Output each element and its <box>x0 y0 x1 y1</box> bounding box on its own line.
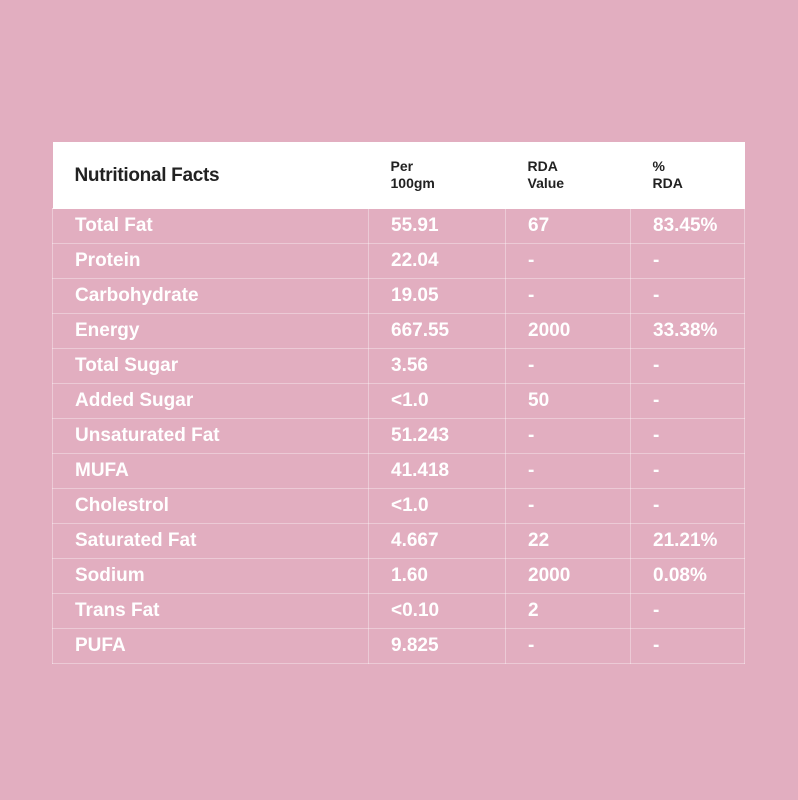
table-row: Sodium 1.60 2000 0.08% <box>52 558 745 594</box>
table-cell: 41.418 <box>368 453 506 489</box>
table-cell: Protein <box>52 243 369 279</box>
table-cell: 19.05 <box>368 278 506 314</box>
table-cell: 33.38% <box>630 313 745 349</box>
header-cell: Nutritional Facts <box>52 142 369 209</box>
table-row: MUFA 41.418- - <box>52 453 745 489</box>
header-text: Value <box>527 175 565 191</box>
table-cell: 0.08% <box>630 558 745 594</box>
table-cell: 2000 <box>505 313 631 349</box>
header-cell: RDA Value <box>505 142 631 209</box>
table-cell: - <box>630 593 745 629</box>
table-cell: Carbohydrate <box>52 278 369 314</box>
table-cell: 83.45% <box>630 208 745 244</box>
table-row: Total Sugar 3.56- - <box>52 348 745 384</box>
table-cell: Energy <box>52 313 369 349</box>
table-cell: Cholestrol <box>52 488 369 524</box>
table-cell: 9.825 <box>368 628 506 664</box>
table-row: Trans Fat <0.10 2- <box>52 593 745 629</box>
table-row: Carbohydrate 19.05- - <box>52 278 745 314</box>
table-row: Saturated Fat 4.667 22 21.21% <box>52 523 745 559</box>
table-cell: - <box>505 453 631 489</box>
table-row: Unsaturated Fat 51.243- - <box>52 418 745 454</box>
table-cell: - <box>505 418 631 454</box>
table-cell: - <box>505 488 631 524</box>
table-cell: 667.55 <box>368 313 506 349</box>
table-row: Protein 22.04- - <box>52 243 745 279</box>
table-cell: - <box>505 348 631 384</box>
table-row: PUFA 9.825- - <box>52 628 745 664</box>
table-cell: Total Fat <box>52 208 369 244</box>
table-cell: Unsaturated Fat <box>52 418 369 454</box>
table-cell: - <box>505 278 631 314</box>
table-cell: - <box>630 278 745 314</box>
header-text: Per <box>390 158 414 174</box>
table-cell: Sodium <box>52 558 369 594</box>
table-cell: Saturated Fat <box>52 523 369 559</box>
table-cell: 51.243 <box>368 418 506 454</box>
table-cell: 22 <box>505 523 631 559</box>
table-cell: PUFA <box>52 628 369 664</box>
table-cell: - <box>630 628 745 664</box>
table-cell: 21.21% <box>630 523 745 559</box>
table-body: Total Fat 55.91 67 83.45% Protein 22.04- - Carb… <box>52 208 745 664</box>
table-row: Added Sugar <1.0 50- <box>52 383 745 419</box>
table-cell: Added Sugar <box>52 383 369 419</box>
table-cell: 2 <box>505 593 631 629</box>
table-cell: 50 <box>505 383 631 419</box>
table-cell: 55.91 <box>368 208 506 244</box>
table-cell: 2000 <box>505 558 631 594</box>
table-cell: - <box>505 628 631 664</box>
table-cell: Total Sugar <box>52 348 369 384</box>
table-cell: 22.04 <box>368 243 506 279</box>
header-text: % <box>652 158 665 174</box>
table-cell: Trans Fat <box>52 593 369 629</box>
table-cell: 4.667 <box>368 523 506 559</box>
header-text: RDA <box>527 158 558 174</box>
header-text: RDA <box>652 175 683 191</box>
header-cell: Per 100gm <box>368 142 506 209</box>
table-cell: MUFA <box>52 453 369 489</box>
table-cell: <0.10 <box>368 593 506 629</box>
table-cell: <1.0 <box>368 383 506 419</box>
header-text: Nutritional Facts <box>74 164 220 186</box>
header-row: Nutritional Facts Per 100gm RDA Value% RDA <box>52 142 745 209</box>
table-cell: 1.60 <box>368 558 506 594</box>
table-cell: <1.0 <box>368 488 506 524</box>
table-cell: - <box>630 418 745 454</box>
table-cell: - <box>630 383 745 419</box>
table-cell: - <box>630 348 745 384</box>
header-cell: % RDA <box>630 142 745 209</box>
nutrition-table: Nutritional Facts Per 100gm RDA Value% RDA To… <box>52 142 745 664</box>
table-cell: 67 <box>505 208 631 244</box>
table-cell: 3.56 <box>368 348 506 384</box>
table-row: Total Fat 55.91 67 83.45% <box>52 208 745 244</box>
table-cell: - <box>505 243 631 279</box>
table-cell: - <box>630 453 745 489</box>
header-text: 100gm <box>390 175 435 191</box>
table-row: Cholestrol <1.0- - <box>52 488 745 524</box>
table-row: Energy 667.55 2000 33.38% <box>52 313 745 349</box>
table-cell: - <box>630 243 745 279</box>
table-cell: - <box>630 488 745 524</box>
